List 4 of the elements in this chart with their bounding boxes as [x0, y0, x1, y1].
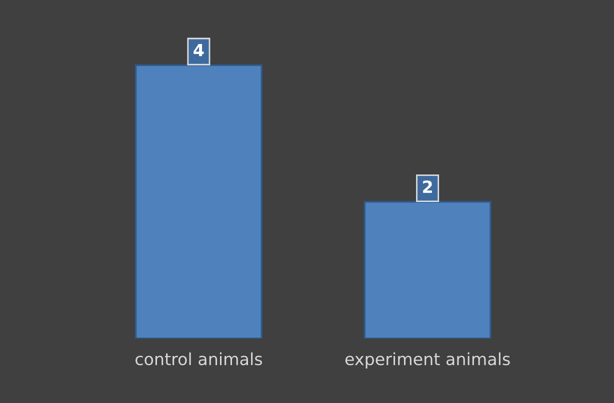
x-tick-label: control animals — [136, 352, 262, 366]
data-label: 4 — [194, 44, 204, 56]
data-label: 2 — [423, 180, 432, 193]
x-tick-label: experiment animals — [345, 352, 510, 369]
